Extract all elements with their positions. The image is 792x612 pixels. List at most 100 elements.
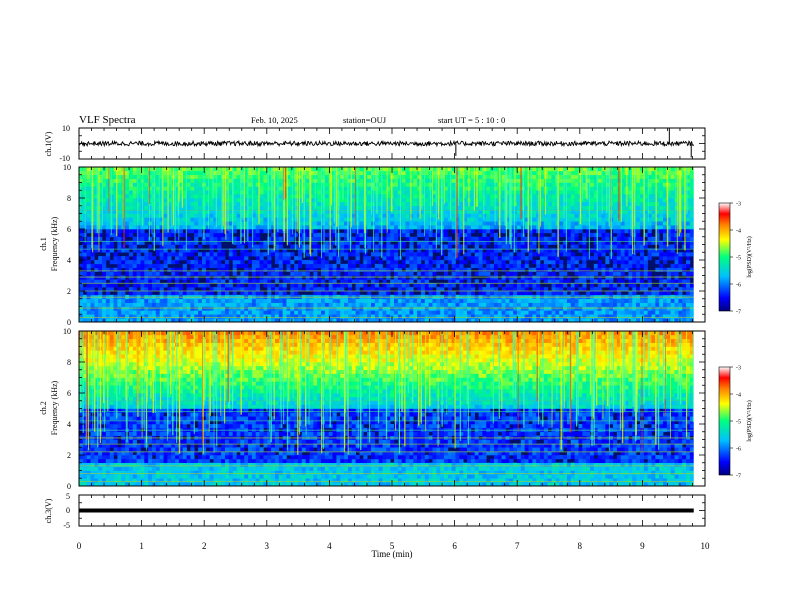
spectrogram-cell — [470, 229, 476, 234]
spectrogram-cell — [286, 190, 291, 195]
spectrogram-cell — [501, 279, 506, 284]
spectrogram-cell — [98, 248, 103, 253]
spectrogram-cell — [359, 275, 364, 280]
spectrogram-cell — [540, 225, 545, 230]
spectrogram-cell — [347, 287, 353, 292]
spectrogram-cell — [209, 252, 214, 257]
spectrogram-cell — [259, 252, 264, 257]
spectrogram-cell — [359, 306, 364, 311]
spectrogram-cell — [144, 248, 149, 253]
spectrogram-cell — [109, 201, 114, 207]
spectrogram-cell — [536, 263, 541, 269]
spectrogram-cell — [175, 205, 180, 210]
spectrogram-cell — [186, 283, 191, 288]
spectrogram-cell — [144, 298, 149, 303]
spectrogram-cell — [128, 252, 134, 257]
spectrogram-cell — [382, 229, 387, 234]
spectrogram-cell — [417, 190, 422, 195]
spectrogram-cell — [217, 279, 222, 284]
spectrogram-cell — [478, 256, 483, 261]
spectrogram-cell — [417, 186, 422, 191]
spectrogram-cell — [574, 217, 579, 222]
spectrogram-cell — [294, 287, 299, 292]
spectrogram-cell — [313, 318, 318, 322]
spectrogram-cell — [482, 232, 487, 238]
spectrogram-cell — [205, 201, 210, 207]
spectrogram-cell — [163, 298, 168, 303]
spectrogram-cell — [590, 298, 595, 303]
spectrogram-cell — [136, 205, 141, 210]
spectrogram-cell — [432, 167, 437, 172]
spectrogram-cell — [524, 256, 529, 261]
spectrogram-cell — [463, 209, 468, 214]
spectrogram-cell — [98, 298, 103, 303]
spectrogram-cell — [551, 256, 556, 261]
spectrogram-cell — [79, 291, 84, 296]
spectrogram-cell — [298, 174, 303, 179]
spectrogram-cell — [94, 209, 99, 214]
spectrogram-cell — [298, 194, 303, 199]
spectrogram-cell — [128, 314, 134, 319]
spectrogram-cell — [132, 267, 137, 272]
spectrogram-cell — [463, 225, 468, 230]
spectrogram-cell — [163, 170, 168, 176]
spectrogram-cell — [501, 275, 506, 280]
spectrogram-cell — [405, 167, 410, 172]
spectrogram-cell — [221, 271, 226, 276]
spectrogram-cell — [394, 201, 399, 207]
spectrogram-cell — [382, 256, 387, 261]
spectrogram-cell — [505, 271, 510, 276]
spectrogram-cell — [178, 240, 184, 245]
spectrogram-cell — [482, 291, 487, 296]
spectrogram-cell — [513, 291, 518, 296]
spectrogram-cell — [551, 221, 556, 226]
spectrogram-cell — [324, 194, 330, 199]
spectrogram-cell — [105, 167, 111, 172]
spectrogram-cell — [593, 306, 598, 311]
spectrogram-cell — [90, 279, 95, 284]
spectrogram-cell — [378, 275, 383, 280]
spectrogram-cell — [186, 201, 191, 207]
spectrogram-cell — [328, 267, 333, 272]
spectrogram-cell — [317, 174, 322, 179]
spectrogram-cell — [267, 256, 272, 261]
spectrogram-cell — [593, 201, 598, 207]
spectrogram-cell — [328, 205, 333, 210]
spectrogram-cell — [409, 271, 414, 276]
spectrogram-cell — [140, 291, 145, 296]
spectrogram-cell — [597, 198, 602, 203]
spectrogram-cell — [351, 198, 356, 203]
spectrogram-cell — [267, 318, 272, 322]
spectrogram-cell — [201, 256, 207, 261]
spectrogram-cell — [217, 263, 222, 269]
spectrogram-cell — [328, 287, 333, 292]
spectrogram-cell — [436, 229, 441, 234]
spectrogram-cell — [459, 267, 464, 272]
spectrogram-cell — [86, 205, 91, 210]
spectrogram-cell — [559, 318, 564, 322]
spectrogram-cell — [251, 217, 257, 222]
spectrogram-cell — [102, 221, 107, 226]
spectrogram-cell — [113, 198, 118, 203]
spectrogram-cell — [140, 248, 145, 253]
spectrogram-cell — [163, 232, 168, 238]
spectrogram-cell — [213, 244, 218, 249]
spectrogram-cell — [255, 190, 260, 195]
spectrogram-cell — [298, 314, 303, 319]
spectrogram-cell — [520, 248, 525, 253]
spectrogram-cell — [517, 267, 522, 272]
spectrogram-cell — [317, 275, 322, 280]
spectrogram-cell — [520, 213, 525, 218]
spectrogram-cell — [190, 252, 195, 257]
spectrogram-cell — [420, 306, 426, 311]
spectrogram-cell — [367, 314, 372, 319]
spectrogram-cell — [228, 318, 233, 322]
spectrogram-cell — [405, 287, 410, 292]
spectrogram-cell — [328, 217, 333, 222]
spectrogram-cell — [94, 201, 99, 207]
spectrogram-cell — [432, 267, 437, 272]
spectrogram-cell — [440, 314, 445, 319]
spectrogram-cell — [424, 287, 429, 292]
spectrogram-cell — [209, 232, 214, 238]
spectrogram-cell — [248, 291, 253, 296]
